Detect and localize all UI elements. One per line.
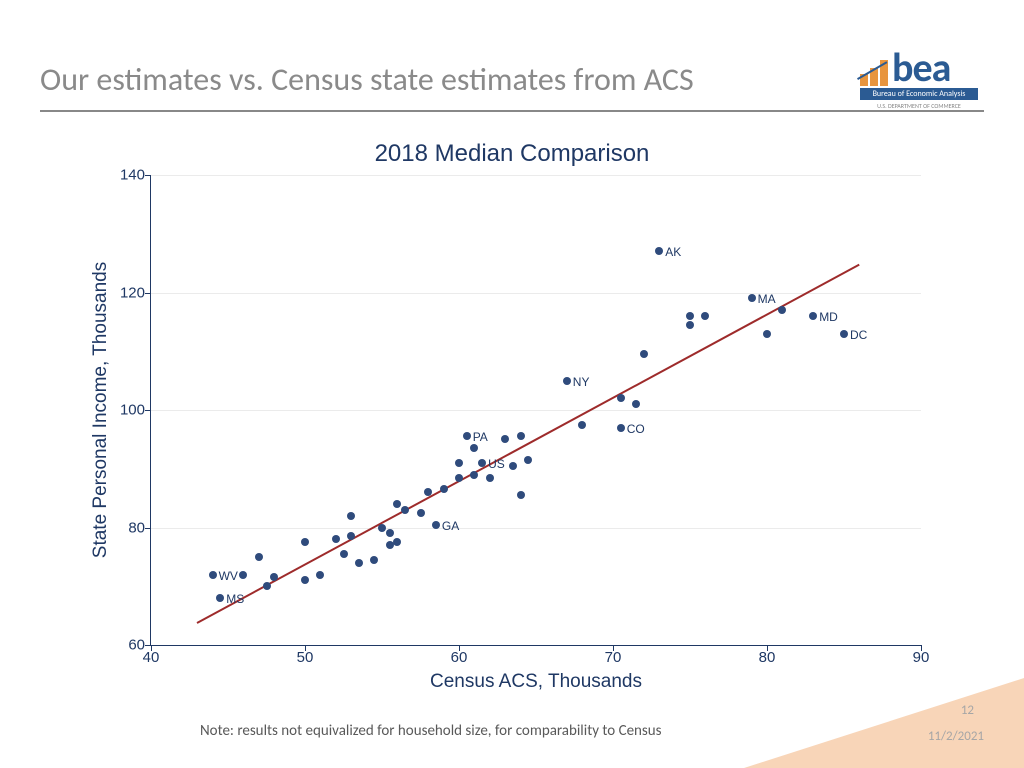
data-point [301,538,309,546]
data-point-label: AK [665,245,681,259]
data-point [393,500,401,508]
grid-line [151,175,921,176]
data-point [632,400,640,408]
data-point-label: DC [850,328,867,342]
bea-logo: bea Bureau of Economic Analysis U.S. DEP… [860,50,978,110]
data-point-label: US [488,457,505,471]
data-point [347,512,355,520]
data-point [386,529,394,537]
chart-title: 2018 Median Comparison [0,140,1024,168]
data-point [840,330,848,338]
data-point-label: MD [819,310,838,324]
grid-line [151,410,921,411]
x-tick-label: 50 [297,645,314,666]
bea-logo-subtitle2: U.S. DEPARTMENT OF COMMERCE [860,102,978,110]
data-point [686,321,694,329]
data-point [355,559,363,567]
data-point [617,424,625,432]
data-point [209,571,217,579]
data-point [216,594,224,602]
data-point [417,509,425,517]
data-point [524,456,532,464]
y-tick-label: 120 [120,284,151,301]
data-point-label: GA [442,519,459,533]
data-point [563,377,571,385]
x-tick-label: 80 [759,645,776,666]
x-tick-label: 40 [143,645,160,666]
data-point [763,330,771,338]
y-tick-label: 80 [128,519,151,536]
data-point [517,491,525,499]
bea-logo-bars-icon [860,56,890,86]
data-point [578,421,586,429]
data-point-label: CO [627,422,645,436]
data-point [255,553,263,561]
data-point [809,312,817,320]
data-point [640,350,648,358]
data-point [455,474,463,482]
data-point [748,294,756,302]
x-tick-label: 70 [605,645,622,666]
slide-date: 11/2/2021 [928,729,984,744]
data-point [432,521,440,529]
data-point [501,435,509,443]
data-point [655,247,663,255]
slide-title: Our estimates vs. Census state estimates… [40,60,694,99]
data-point [686,312,694,320]
data-point [239,571,247,579]
data-point [509,462,517,470]
x-tick-label: 90 [913,645,930,666]
data-point [470,471,478,479]
data-point-label: MA [758,292,776,306]
data-point [463,432,471,440]
data-point [470,444,478,452]
trend-line [197,263,860,623]
grid-line [151,528,921,529]
data-point [617,394,625,402]
data-point [370,556,378,564]
y-tick-label: 140 [120,167,151,184]
bea-logo-subtitle: Bureau of Economic Analysis [860,88,978,100]
y-axis-label: State Personal Income, Thousands [90,262,112,558]
data-point [478,459,486,467]
data-point [455,459,463,467]
data-point-label: NY [573,375,590,389]
x-tick-label: 60 [451,645,468,666]
data-point-label: MS [226,592,244,606]
data-point [440,485,448,493]
data-point-label: WV [219,569,238,583]
data-point [316,571,324,579]
footer-note: Note: results not equivalized for househ… [200,722,662,740]
corner-wedge-decoration [744,678,1024,768]
data-point [401,506,409,514]
data-point [486,474,494,482]
data-point [340,550,348,558]
y-tick-label: 100 [120,402,151,419]
data-point [301,576,309,584]
data-point [393,538,401,546]
bea-logo-text: bea [892,50,950,86]
data-point [517,432,525,440]
data-point [701,312,709,320]
page-number: 12 [961,703,974,718]
data-point [263,582,271,590]
data-point [778,306,786,314]
data-point [378,524,386,532]
scatter-plot-area: Census ACS, Thousands 608010012014040506… [150,175,921,646]
data-point-label: PA [473,430,488,444]
title-underline [40,110,984,112]
data-point [332,535,340,543]
